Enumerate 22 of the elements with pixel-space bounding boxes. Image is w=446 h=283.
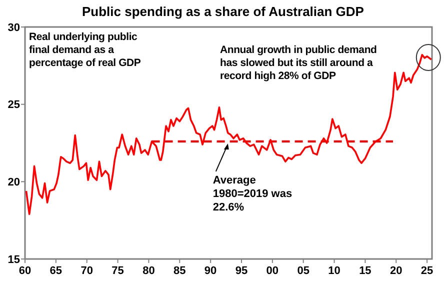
x-tick-label: 85 xyxy=(174,265,186,277)
x-tick-label: 70 xyxy=(80,265,93,277)
x-tick-label: 65 xyxy=(50,265,62,277)
y-tick-label: 25 xyxy=(8,99,20,112)
x-tick-label: 00 xyxy=(266,265,279,277)
y-tick-label: 15 xyxy=(8,254,20,266)
annotation: Average 1980=2019 was 22.6% xyxy=(212,174,292,214)
x-tick-label: 80 xyxy=(142,265,155,277)
x-tick-label: 25 xyxy=(420,265,434,277)
x-tick-label: 15 xyxy=(359,265,372,277)
x-tick-label: 20 xyxy=(390,265,402,277)
x-tick-label: 95 xyxy=(235,265,248,277)
annotation: Annual growth in public demand has slowed but its still around a record high 28% of GDP xyxy=(220,44,377,82)
x-tick-label: 05 xyxy=(297,265,310,277)
x-tick-label: 75 xyxy=(112,265,124,277)
x-tick-label: 60 xyxy=(18,265,32,277)
y-tick-label: 30 xyxy=(8,22,20,34)
x-tick-label: 90 xyxy=(204,265,217,277)
y-tick-label: 20 xyxy=(8,176,20,189)
x-tick-label: 10 xyxy=(328,265,340,277)
chart-title: Public spending as a share of Australian GDP xyxy=(82,4,364,19)
annotation: Real underlying public final demand as a percentage of real GDP xyxy=(29,31,141,69)
